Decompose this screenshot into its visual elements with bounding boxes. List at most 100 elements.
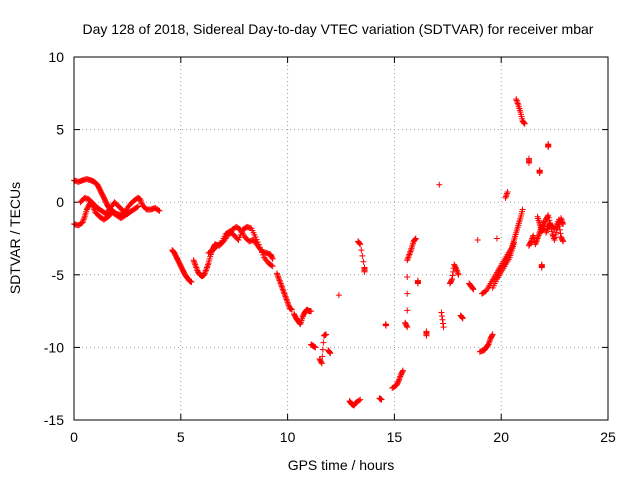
data-point <box>274 273 281 280</box>
data-point <box>514 100 521 107</box>
data-point <box>404 324 411 331</box>
data-point <box>320 339 327 346</box>
data-point <box>285 300 292 307</box>
data-point <box>395 377 402 384</box>
data-point <box>548 228 555 235</box>
data-point <box>378 396 385 403</box>
data-point <box>395 378 402 385</box>
data-point <box>404 273 411 280</box>
data-point <box>236 234 243 241</box>
data-point <box>235 236 242 243</box>
data-point <box>288 306 295 313</box>
data-point <box>276 276 283 283</box>
data-point <box>356 239 363 246</box>
data-point <box>404 290 411 297</box>
data-point <box>319 346 326 353</box>
data-point <box>281 290 288 297</box>
data-point <box>268 262 275 269</box>
data-point <box>546 217 553 224</box>
data-point <box>253 236 260 243</box>
data-point <box>312 344 319 351</box>
data-point <box>203 264 210 271</box>
data-point <box>458 313 465 320</box>
data-point <box>308 308 315 315</box>
data-point <box>469 284 476 291</box>
data-point <box>405 252 412 259</box>
data-point <box>536 170 543 177</box>
data-point <box>155 207 162 214</box>
data-point <box>237 231 244 238</box>
data-point <box>283 296 290 303</box>
data-point <box>360 258 367 265</box>
data-point <box>513 96 520 103</box>
data-point <box>281 292 288 299</box>
data-point <box>411 236 418 243</box>
data-point <box>269 263 276 270</box>
data-point <box>404 255 411 262</box>
data-point <box>405 254 412 261</box>
data-point <box>135 203 142 210</box>
data-point <box>284 299 291 306</box>
data-point <box>454 268 461 275</box>
y-tick-label: 5 <box>56 122 64 138</box>
data-point <box>255 241 262 248</box>
data-point <box>190 257 197 264</box>
data-point <box>205 261 212 268</box>
data-point <box>191 260 198 267</box>
data-point <box>193 265 200 272</box>
data-point <box>439 320 446 327</box>
x-tick-label: 0 <box>70 429 78 445</box>
data-point <box>489 331 496 338</box>
data-point <box>438 309 445 316</box>
data-point <box>282 293 289 300</box>
data-point <box>533 236 540 243</box>
data-point <box>203 265 210 272</box>
data-point <box>504 190 511 197</box>
data-point <box>449 272 456 279</box>
data-point <box>274 271 281 278</box>
data-point <box>238 229 245 236</box>
data-point <box>260 251 267 258</box>
data-point <box>486 337 493 344</box>
data-point <box>439 316 446 323</box>
data-point <box>273 270 280 277</box>
data-point <box>277 280 284 287</box>
data-point <box>276 277 283 284</box>
chart-title: Day 128 of 2018, Sidereal Day-to-day VTE… <box>83 21 594 37</box>
data-point <box>519 206 526 213</box>
data-point <box>449 276 456 283</box>
data-point <box>256 244 263 251</box>
data-point <box>521 120 528 127</box>
data-point <box>356 240 363 247</box>
data-point <box>275 274 282 281</box>
data-point <box>285 302 292 309</box>
data-point <box>539 226 546 233</box>
data-point <box>551 236 558 243</box>
data-point <box>201 271 208 278</box>
data-point <box>396 376 403 383</box>
data-point <box>202 267 209 274</box>
data-point <box>559 237 566 244</box>
data-point <box>191 258 198 265</box>
data-point <box>503 193 510 200</box>
data-point <box>546 219 553 226</box>
data-point <box>545 212 552 219</box>
data-point <box>440 324 447 331</box>
data-point <box>357 396 364 403</box>
data-point <box>459 315 466 322</box>
data-point <box>559 218 566 225</box>
data-point <box>532 241 539 248</box>
data-point <box>137 197 144 204</box>
data-point <box>438 313 445 320</box>
data-point <box>540 226 547 233</box>
data-point <box>532 239 539 246</box>
data-point <box>486 338 493 345</box>
data-point <box>511 239 518 246</box>
data-point <box>80 216 87 223</box>
y-tick-label: -15 <box>44 412 64 428</box>
data-point <box>406 251 413 258</box>
data-point <box>406 250 413 257</box>
data-point <box>557 230 564 237</box>
x-tick-label: 5 <box>177 429 185 445</box>
y-tick-label: 0 <box>56 194 64 210</box>
